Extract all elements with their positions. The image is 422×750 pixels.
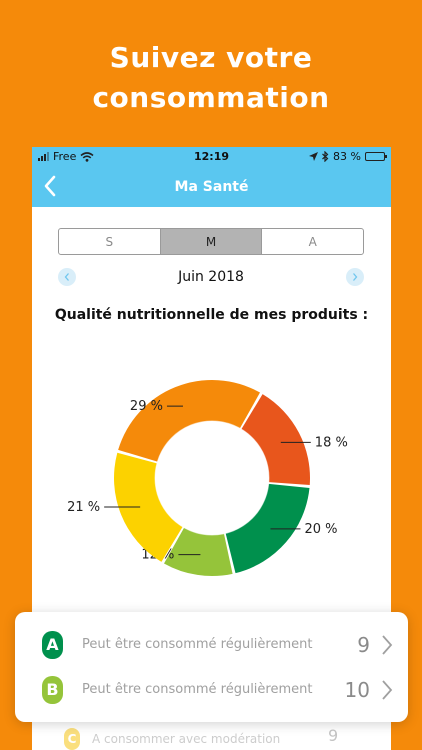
grade-row-a[interactable]: A Peut être consommé régulièrement 9 (15, 622, 408, 667)
donut-slice-d (118, 380, 260, 462)
chevron-right-icon (382, 634, 393, 655)
battery-icon (365, 152, 387, 161)
period-navigator: Juin 2018 (58, 265, 364, 289)
hidden-list-row: C A consommer avec modération 9 (32, 722, 391, 750)
carrier-name: Free (53, 150, 77, 163)
nutrition-donut-chart: 20 %12 %21 %29 %18 % (67, 380, 348, 576)
signal-icon (38, 152, 49, 161)
nav-title: Ma Santé (174, 178, 249, 195)
segment-week[interactable]: S (59, 229, 161, 254)
grade-row-b[interactable]: B Peut être consommé régulièrement 10 (15, 667, 408, 712)
donut-slice-e (241, 394, 310, 486)
chevron-left-icon (44, 175, 56, 197)
status-bar: Free 12:19 83 % (32, 147, 391, 166)
segment-year[interactable]: A (308, 234, 317, 249)
grade-row-label: Peut être consommé régulièrement (82, 682, 313, 697)
wifi-icon (80, 151, 94, 162)
grade-row-count: 10 (344, 677, 370, 702)
next-period-button[interactable] (346, 268, 364, 286)
headline: Suivez votre consommation (0, 38, 422, 118)
headline-line-1: Suivez votre (109, 41, 313, 74)
grade-summary-card: A Peut être consommé régulièrement 9 B P… (15, 612, 408, 722)
previous-period-button[interactable] (58, 268, 76, 286)
peek-row-count: 9 (328, 726, 339, 745)
section-title: Qualité nutritionnelle de mes produits : (54, 307, 369, 323)
donut-slice-b (164, 527, 233, 576)
grade-c-badge: C (64, 728, 80, 750)
donut-slice-a (225, 483, 310, 574)
back-button[interactable] (38, 174, 62, 198)
donut-label-d: 29 % (130, 399, 163, 414)
grade-row-label: Peut être consommé régulièrement (82, 637, 313, 652)
bluetooth-icon (322, 151, 329, 162)
grade-a-badge: A (42, 630, 63, 659)
location-arrow-icon (309, 152, 319, 161)
chevron-right-icon (353, 273, 358, 281)
battery-percent: 83 % (333, 150, 361, 163)
donut-hole (154, 420, 270, 536)
grade-row-count: 9 (357, 632, 370, 657)
period-segmented-control: S M A (58, 228, 364, 255)
chevron-right-icon (382, 679, 393, 700)
segment-month[interactable]: M (160, 229, 263, 254)
donut-slice-c (114, 452, 183, 562)
donut-label-a: 20 % (304, 522, 337, 537)
donut-label-e: 18 % (315, 435, 348, 450)
peek-row-label: A consommer avec modération (92, 732, 281, 746)
period-label: Juin 2018 (178, 269, 244, 285)
chevron-left-icon (64, 273, 69, 281)
headline-line-2: consommation (92, 81, 330, 114)
grade-b-badge: B (42, 675, 63, 704)
nav-bar: Ma Santé (32, 166, 391, 207)
donut-label-c: 21 % (67, 500, 100, 515)
